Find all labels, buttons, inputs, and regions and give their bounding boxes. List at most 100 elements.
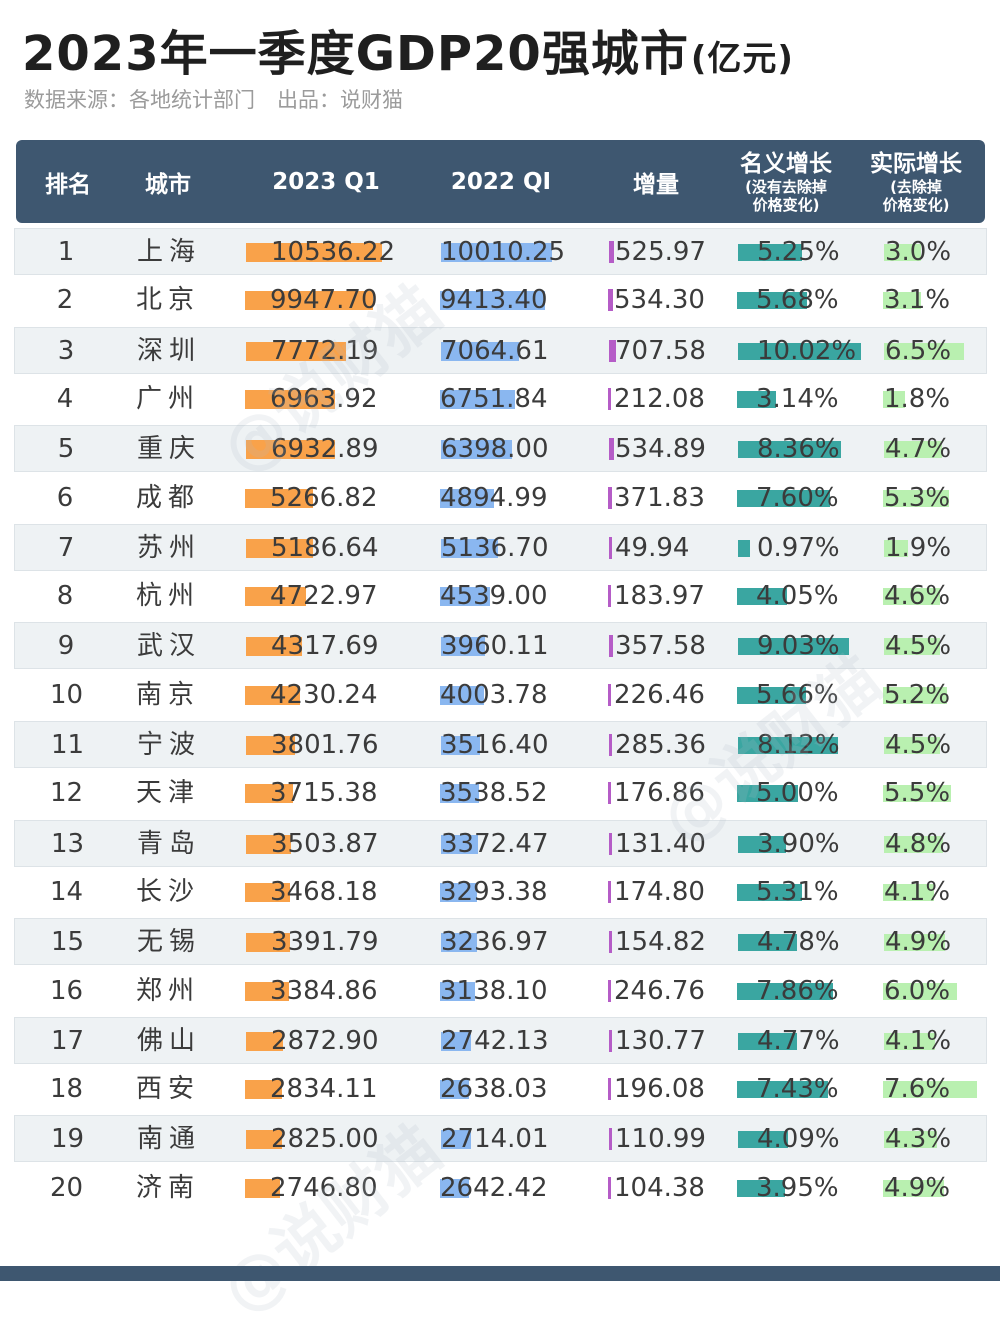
nominal-cell: 0.97% [757, 532, 840, 563]
bar-increase [609, 241, 615, 263]
bar-nominal [737, 785, 799, 803]
increase-cell: 226.46 [614, 679, 705, 710]
rank-cell: 11 [51, 730, 85, 760]
city-cell: 宁波 [137, 730, 202, 760]
header-2022q1-label: 2022 QI [450, 168, 552, 195]
value-2023-cell: 3384.86 [270, 975, 378, 1006]
bar-2023 [245, 1080, 282, 1100]
real-cell: 4.5% [885, 730, 952, 760]
bar-nominal [737, 883, 803, 901]
bar-nominal [738, 244, 803, 261]
bar-2022 [440, 587, 491, 607]
bar-2022 [440, 882, 477, 902]
value-2023-cell: 9947.70 [270, 285, 378, 316]
bar-increase [608, 585, 611, 608]
nominal-cell: 5.68% [756, 285, 839, 316]
bar-increase [609, 734, 612, 756]
table-row: 13 青岛 3503.87 3372.47 131.40 3.90% 4.8% [14, 819, 987, 867]
header-2023q1: 2023 Q1 [256, 140, 396, 223]
city-cell: 南京 [136, 679, 201, 710]
city-cell: 重庆 [137, 434, 202, 465]
value-2022-cell: 6751.84 [440, 383, 548, 414]
bar-2023 [246, 933, 290, 953]
increase-cell: 104.38 [614, 1172, 705, 1203]
bar-2022 [441, 933, 477, 953]
value-2023-cell: 4722.97 [270, 581, 378, 612]
increase-cell: 130.77 [615, 1025, 706, 1056]
increase-cell: 183.97 [614, 581, 705, 612]
table-header: 排名 城市 2023 Q1 2022 QI 增量 名义增长 (没有去除掉 价格变… [16, 140, 985, 223]
table-row: 11 宁波 3801.76 3516.40 285.36 8.12% 4.5% [14, 721, 987, 768]
value-2022-cell: 2742.13 [441, 1025, 549, 1056]
bar-2022 [441, 538, 499, 558]
bar-2022 [441, 243, 553, 262]
value-2023-cell: 2746.80 [270, 1172, 378, 1203]
rank-cell: 12 [50, 778, 84, 809]
rank-cell: 20 [50, 1172, 84, 1203]
city-cell: 杭州 [136, 581, 201, 612]
bar-2023 [245, 488, 313, 508]
increase-cell: 131.40 [615, 828, 706, 859]
real-cell: 3.1% [884, 285, 951, 316]
header-rank-label: 排名 [45, 171, 91, 198]
bar-2023 [245, 784, 293, 804]
bar-nominal [737, 390, 776, 408]
increase-cell: 707.58 [615, 335, 706, 366]
rank-cell: 10 [50, 679, 84, 710]
bar-increase [609, 635, 613, 658]
value-2023-cell: 6963.92 [270, 383, 378, 414]
bar-increase [609, 1029, 612, 1052]
value-2022-cell: 4539.00 [440, 581, 548, 612]
bar-increase [608, 880, 611, 903]
value-2022-cell: 10010.25 [441, 237, 566, 267]
table-row: 20 济南 2746.80 2642.42 104.38 3.95% 4.9% [14, 1165, 987, 1212]
bar-real [883, 489, 949, 507]
table-row: 14 长沙 3468.18 3293.38 174.80 5.31% 4.1% [14, 869, 987, 916]
city-cell: 郑州 [136, 975, 201, 1006]
city-cell: 成都 [136, 482, 201, 513]
value-2022-cell: 3960.11 [441, 631, 549, 662]
rank-cell: 4 [56, 383, 74, 414]
table-row: 10 南京 4230.24 4003.78 226.46 5.66% 5.2% [14, 672, 987, 719]
header-real: 实际增长 (去除掉 价格变化) [861, 140, 971, 223]
city-cell: 天津 [136, 778, 201, 809]
bar-increase [608, 387, 611, 410]
value-2022-cell: 6398.00 [441, 434, 549, 465]
increase-cell: 525.97 [615, 237, 706, 267]
real-cell: 4.5% [885, 631, 952, 662]
bar-real [884, 244, 922, 261]
bar-real [883, 390, 906, 408]
table-row: 7 苏州 5186.64 5136.70 49.94 0.97% 1.9% [14, 523, 987, 571]
title-text: 2023年一季度GDP20强城市 [22, 26, 689, 82]
header-city-label: 城市 [145, 171, 191, 198]
value-2023-cell: 10536.22 [271, 237, 396, 267]
real-cell: 4.1% [884, 876, 951, 907]
nominal-cell: 5.00% [756, 778, 839, 809]
bar-real [884, 737, 940, 754]
value-2023-cell: 3715.38 [270, 778, 378, 809]
bar-real [884, 342, 965, 360]
bar-nominal [738, 934, 797, 952]
city-cell: 长沙 [136, 876, 201, 907]
bar-real [884, 638, 940, 656]
bar-nominal [737, 1179, 786, 1197]
city-cell: 上海 [137, 237, 202, 267]
value-2023-cell: 3391.79 [271, 927, 379, 958]
bar-nominal [738, 835, 786, 853]
bar-real [883, 588, 940, 606]
bar-real [883, 785, 952, 803]
increase-cell: 357.58 [615, 631, 706, 662]
bar-real [884, 539, 908, 557]
bar-2022 [440, 784, 480, 804]
bar-2022 [440, 291, 545, 311]
table-row: 2 北京 9947.70 9413.40 534.30 5.68% 3.1% [14, 277, 987, 324]
bar-2023 [245, 981, 289, 1001]
real-cell: 6.0% [884, 975, 951, 1006]
bar-2023 [245, 685, 300, 705]
real-cell: 6.5% [885, 335, 952, 366]
real-cell: 4.8% [885, 828, 952, 859]
increase-cell: 49.94 [615, 532, 690, 563]
value-2023-cell: 3801.76 [271, 730, 379, 760]
value-2023-cell: 2834.11 [270, 1074, 378, 1105]
table-row: 19 南通 2825.00 2714.01 110.99 4.09% 4.3% [14, 1115, 987, 1163]
